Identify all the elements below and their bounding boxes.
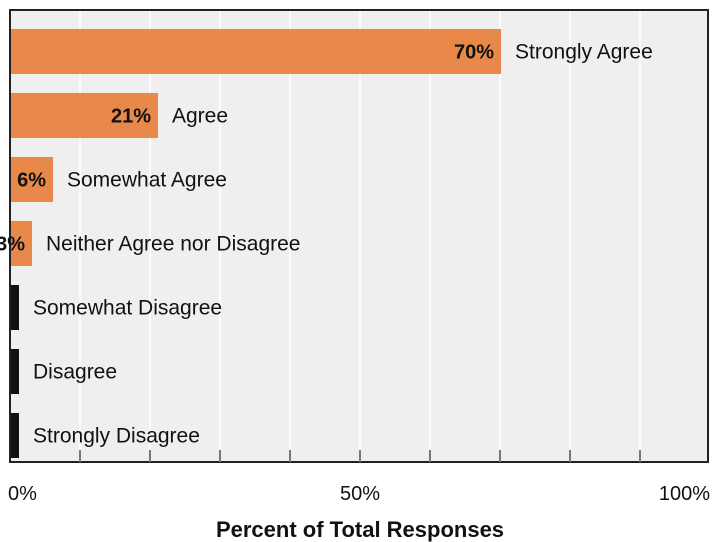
gridlines bbox=[79, 11, 641, 461]
x-axis-title: Percent of Total Responses bbox=[216, 517, 504, 542]
bar-agree bbox=[11, 93, 158, 138]
bar-somewhat-agree bbox=[11, 157, 53, 202]
bar-strongly-agree bbox=[11, 29, 501, 74]
bar-neither-agree-nor-disagree bbox=[11, 221, 32, 266]
bar-disagree bbox=[11, 349, 19, 394]
plot-background bbox=[9, 9, 709, 463]
category-label: Disagree bbox=[33, 361, 117, 384]
x-tick-label: 50% bbox=[340, 483, 380, 505]
category-label: Agree bbox=[172, 105, 228, 128]
value-label: 21% bbox=[111, 106, 151, 128]
bar-strongly-disagree bbox=[11, 413, 19, 458]
x-axis: 0% 50% 100% bbox=[8, 450, 710, 505]
category-label: Strongly Disagree bbox=[33, 425, 200, 448]
value-label: 6% bbox=[17, 170, 46, 192]
x-tick-label: 100% bbox=[659, 483, 710, 505]
category-label: Neither Agree nor Disagree bbox=[46, 233, 300, 256]
category-label: Strongly Agree bbox=[515, 41, 653, 64]
bar-somewhat-disagree bbox=[11, 285, 19, 330]
x-tick-label: 0% bbox=[8, 483, 37, 505]
category-label: Somewhat Disagree bbox=[33, 297, 222, 320]
category-label: Somewhat Agree bbox=[67, 169, 227, 192]
bars: 70% Strongly Agree 21% Agree 6% Somewhat Agre… bbox=[0, 29, 653, 458]
value-label: 3% bbox=[0, 234, 25, 256]
value-label: 70% bbox=[454, 42, 494, 64]
